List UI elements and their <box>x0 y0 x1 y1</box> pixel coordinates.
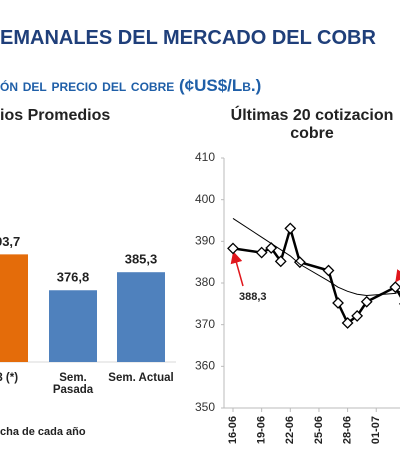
y-tick-label: 370 <box>195 317 215 331</box>
price-line <box>232 227 400 325</box>
footnote: cha de cada año <box>0 426 86 438</box>
x-tick-label: Sem. Actual <box>108 372 174 384</box>
bar <box>117 272 165 362</box>
x-tick-label: 28-06 <box>342 416 354 444</box>
point-marker <box>274 255 287 268</box>
bar <box>0 254 28 362</box>
x-tick-label: 22-06 <box>284 416 296 444</box>
bar <box>49 290 97 362</box>
value-label: 393,7 <box>0 234 20 249</box>
point-marker <box>341 317 354 329</box>
x-tick-label: 23 (*) <box>0 372 19 384</box>
x-tick-label: 19-06 <box>256 416 268 444</box>
y-tick-label: 350 <box>195 400 215 414</box>
point-marker <box>255 246 268 259</box>
annotation: 388,3 <box>239 291 267 303</box>
point-marker <box>389 281 400 294</box>
y-tick-label: 380 <box>195 275 215 289</box>
page-title: EMANALES DEL MERCADO DEL COBR <box>0 27 376 49</box>
point-marker <box>227 242 239 255</box>
value-label: 376,8 <box>57 270 90 285</box>
point-marker <box>293 256 306 269</box>
point-marker <box>351 309 364 322</box>
point-marker <box>284 222 297 235</box>
point-marker <box>332 297 344 309</box>
trend-line <box>232 217 400 296</box>
x-tick-label: Sem. Pasada <box>52 372 94 396</box>
x-tick-label: 04-07 <box>399 416 400 444</box>
x-tick-label: 16-06 <box>227 416 239 444</box>
chart-title: ios Promedios <box>0 107 111 124</box>
annotation-arrow <box>395 269 400 283</box>
value-label: 385,3 <box>125 252 158 267</box>
chart-title: Últimas 20 cotizacion cobre <box>230 107 394 142</box>
page-subtitle: ón del precio del cobre (¢US$/Lb.) <box>0 76 262 95</box>
point-marker <box>360 295 373 308</box>
x-tick-label: 25-06 <box>313 416 325 444</box>
y-tick-label: 390 <box>195 234 215 248</box>
annotation-arrow <box>230 251 244 287</box>
x-tick-label: 01-07 <box>370 416 382 444</box>
y-tick-label: 410 <box>195 150 215 164</box>
y-tick-label: 360 <box>195 359 215 373</box>
point-marker <box>322 264 335 277</box>
y-tick-label: 400 <box>195 192 215 206</box>
